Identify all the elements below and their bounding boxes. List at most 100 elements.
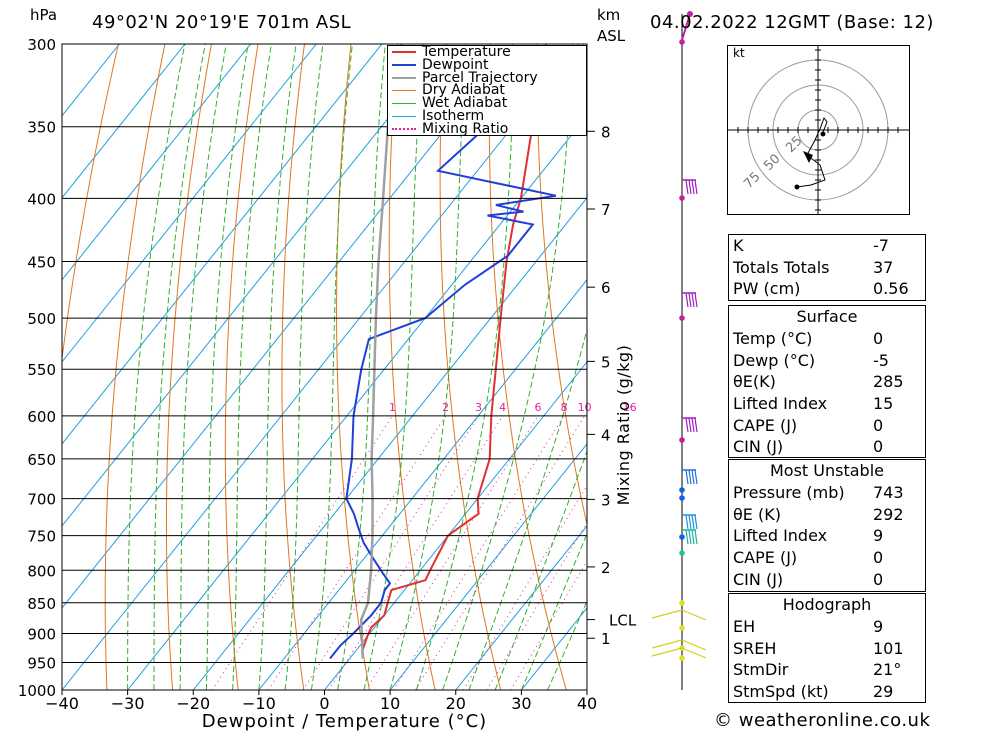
wind-barb-flag <box>694 179 698 195</box>
index-row-tt: Totals Totals 37 <box>729 257 925 279</box>
stat-row: CAPE (J) 0 <box>729 547 925 569</box>
stat-value: 15 <box>873 394 894 414</box>
stat-row: Lifted Index 15 <box>729 393 925 415</box>
wet-adiabat-line <box>468 327 587 690</box>
dry-adiabat-line <box>388 44 436 690</box>
skew-t-chart: 1234681016202530035040045050055060065070… <box>18 36 637 732</box>
isotherm-line <box>258 279 587 690</box>
dry-adiabat-line <box>62 44 119 363</box>
wind-barb-flag <box>685 514 689 530</box>
indices-table: K -7 Totals Totals 37 PW (cm) 0.56 <box>728 234 926 301</box>
index-value: -7 <box>873 236 889 255</box>
mixing-ratio-label: 3 <box>475 401 482 414</box>
stat-value: 0 <box>873 415 884 435</box>
series-parcel-trajectory <box>359 44 403 659</box>
isotherm-line <box>62 44 383 445</box>
stat-label: Temp (°C) <box>733 329 813 348</box>
mixing-ratio-label: 8 <box>560 401 567 414</box>
copyright[interactable]: © weatheronline.co.uk <box>714 710 931 731</box>
wind-barb-flag <box>688 417 692 433</box>
isotherm-line <box>455 525 587 690</box>
pressure-tick-label: 650 <box>27 451 56 469</box>
stat-value: 101 <box>873 638 904 658</box>
index-value: 0.56 <box>873 279 909 299</box>
x-tick-label: −30 <box>111 694 145 713</box>
stat-label: Pressure (mb) <box>733 483 845 502</box>
legend-item: Parcel Trajectory <box>388 69 586 86</box>
wind-barb-flag <box>691 529 695 545</box>
stat-label: CAPE (J) <box>733 548 798 568</box>
pressure-tick-label: 450 <box>27 254 56 272</box>
wind-level-dot <box>679 315 685 321</box>
wind-top-segment <box>681 13 691 41</box>
legend-label: Parcel Trajectory <box>422 69 538 86</box>
wind-barb-flag <box>685 179 689 195</box>
legend-swatch <box>392 90 416 92</box>
wet-adiabat-line <box>153 44 206 690</box>
stat-row: StmSpd (kt) 29 <box>729 681 925 703</box>
wind-barb-flag <box>691 179 695 195</box>
wind-barb-flag <box>694 514 698 530</box>
mixing-ratio-label: 2 <box>442 401 449 414</box>
stat-value: 9 <box>873 617 884 636</box>
stat-value: 9 <box>873 526 884 546</box>
stat-value: 0 <box>873 329 884 348</box>
mixing-ratio-label: 4 <box>499 401 506 414</box>
most-unstable-table: Most Unstable Pressure (mb) 743 θE (K) 292 L… <box>728 459 926 592</box>
wind-barb-flag <box>685 292 689 308</box>
hodograph-table: Hodograph EH 9 SREH 101 StmDir 21° StmSpd (kt)… <box>728 593 926 703</box>
legend-swatch <box>392 115 416 117</box>
stat-label: StmDir <box>733 660 789 680</box>
wind-level-dot <box>679 534 685 540</box>
isotherm-line <box>62 44 317 363</box>
isotherm-line <box>192 197 587 690</box>
stat-label: CIN (J) <box>733 437 784 457</box>
legend-label: Mixing Ratio <box>422 120 509 137</box>
x-tick-label: 30 <box>511 694 531 713</box>
hodograph-title: Hodograph <box>782 595 872 614</box>
hpa-label: hPa <box>30 6 58 24</box>
legend-swatch <box>392 103 416 105</box>
wind-barb-low <box>681 609 707 621</box>
stat-row: Lifted Index 9 <box>729 525 925 547</box>
stat-label: CAPE (J) <box>733 415 798 435</box>
mixing-ratio-line <box>328 415 504 690</box>
stat-value: 29 <box>873 682 894 702</box>
legend-swatch <box>392 76 416 79</box>
pressure-tick-label: 850 <box>27 595 56 613</box>
lcl-label: LCL <box>609 612 637 630</box>
mixing-ratio-line <box>365 415 539 690</box>
wind-barb-flag <box>688 469 692 485</box>
wet-adiabat-line <box>442 44 574 690</box>
wind-top-dot <box>687 11 693 17</box>
x-tick-label: 40 <box>577 694 597 713</box>
dry-adiabat-line <box>224 44 259 690</box>
km-tick-label: 2 <box>601 559 611 577</box>
isotherm-line <box>324 361 587 690</box>
stat-row: θE (K) 292 <box>729 504 925 526</box>
wet-adiabat-line <box>284 44 324 690</box>
wind-barb-low <box>681 647 707 659</box>
wind-profile <box>651 11 707 690</box>
datetime-title: 04.02.2022 12GMT (Base: 12) <box>650 12 934 33</box>
x-tick-label: −20 <box>176 694 210 713</box>
wind-barb-low <box>681 639 707 651</box>
wet-adiabat-line <box>232 44 272 690</box>
km-label: km <box>597 6 621 24</box>
pressure-tick-label: 500 <box>27 310 56 328</box>
wind-barb-flag <box>694 417 698 433</box>
wind-barb-flag <box>688 529 692 545</box>
stat-label: θE (K) <box>733 504 781 524</box>
pressure-tick-label: 300 <box>27 36 56 54</box>
stat-label: Dewp (°C) <box>733 350 816 370</box>
pressure-tick-label: 600 <box>27 408 56 426</box>
wet-adiabat-line <box>415 44 516 690</box>
stat-label: Lifted Index <box>733 526 828 546</box>
stat-label: SREH <box>733 638 777 658</box>
stat-label: CIN (J) <box>733 569 784 589</box>
index-label: K <box>733 236 744 255</box>
km-tick-label: 4 <box>601 426 611 444</box>
isotherm-line <box>62 44 252 281</box>
km-tick-label: 6 <box>601 279 611 297</box>
stat-label: Lifted Index <box>733 394 828 414</box>
